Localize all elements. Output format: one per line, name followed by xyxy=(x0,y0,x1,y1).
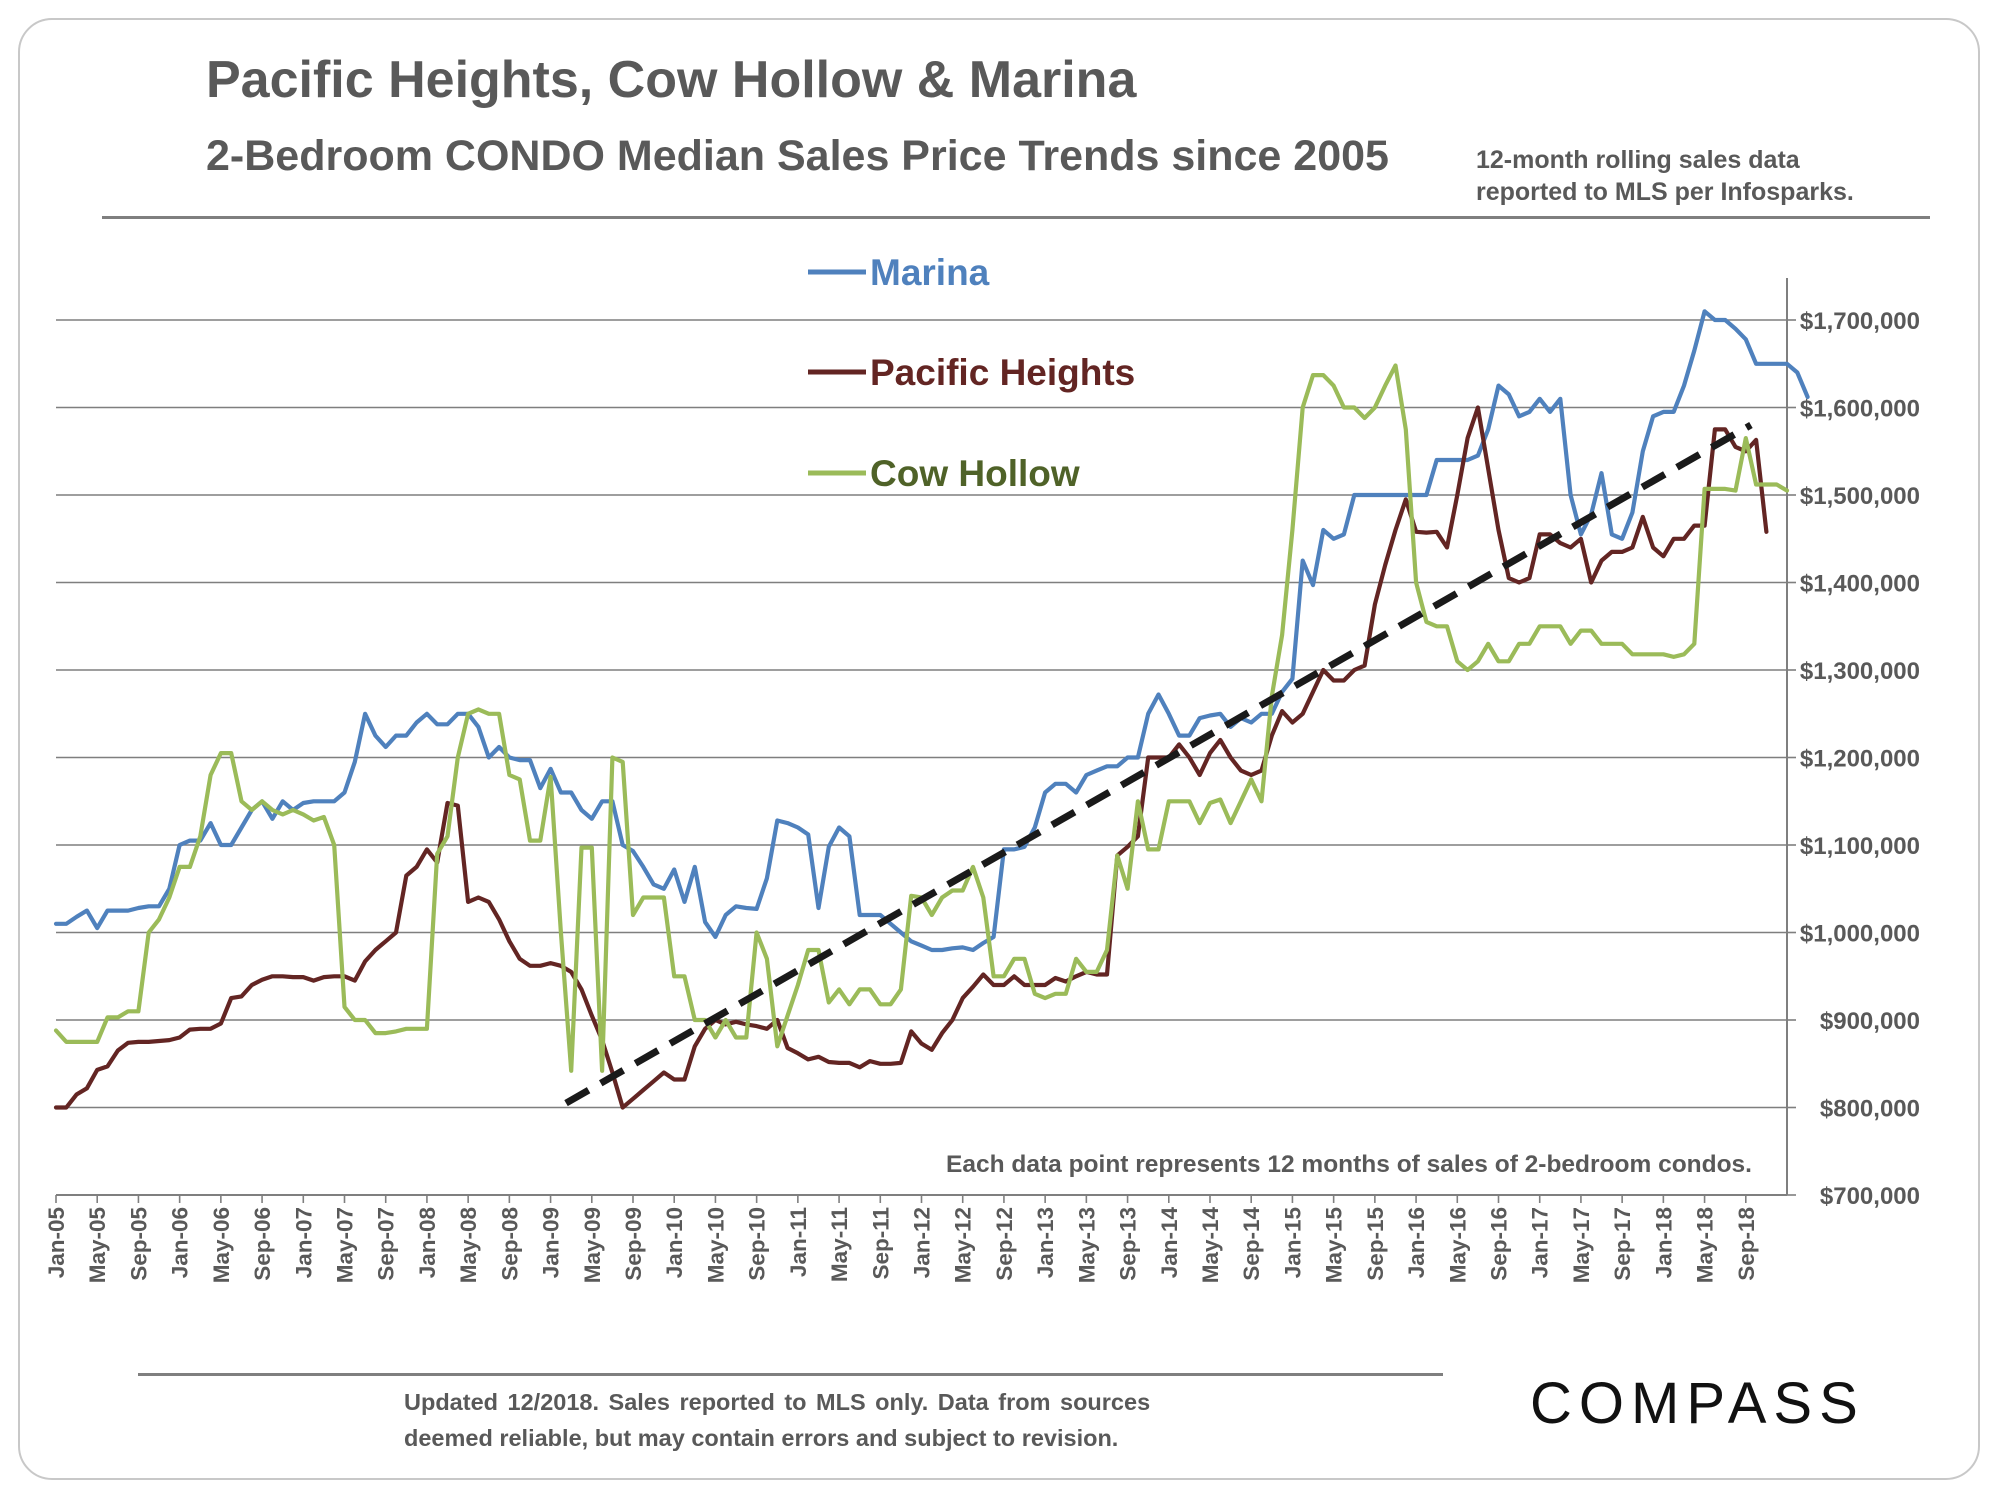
x-tick-label: May-14 xyxy=(1198,1207,1223,1284)
trendline xyxy=(564,421,1753,1107)
x-tick-label: May-05 xyxy=(85,1207,110,1283)
x-tick-label: Jan-13 xyxy=(1033,1207,1058,1278)
x-tick-label: Jan-09 xyxy=(539,1207,564,1278)
data-note-line: reported to MLS per Infosparks. xyxy=(1476,178,1854,206)
x-tick-label: May-06 xyxy=(209,1207,234,1283)
chart-annotation: Each data point represents 12 months of … xyxy=(946,1151,1752,1178)
x-tick-label: Jan-07 xyxy=(291,1207,316,1278)
x-tick-label: Jan-05 xyxy=(44,1207,69,1278)
y-axis-ticks: $1,700,000 $1,600,000 $1,500,000 $1,400,000… xyxy=(1787,308,1920,1210)
x-tick-label: Jan-10 xyxy=(662,1207,687,1278)
y-tick-label: $1,700,000 xyxy=(1800,308,1920,335)
y-tick-label: $1,400,000 xyxy=(1800,571,1920,598)
x-tick-label: Sep-11 xyxy=(868,1207,893,1280)
y-tick-label: $1,500,000 xyxy=(1800,483,1920,510)
gridlines xyxy=(56,319,1787,1109)
chart-subtitle: 2-Bedroom CONDO Median Sales Price Trend… xyxy=(206,132,1389,180)
y-tick-label: $800,000 xyxy=(1820,1096,1920,1123)
x-tick-label: Sep-15 xyxy=(1363,1207,1388,1281)
footer-divider xyxy=(138,1373,1443,1376)
y-tick-label: $1,000,000 xyxy=(1800,921,1920,948)
legend: Marina Pacific Heights Cow Hollow xyxy=(808,252,1135,494)
x-tick-label: Sep-12 xyxy=(992,1207,1017,1281)
x-tick-label: Sep-16 xyxy=(1487,1207,1512,1281)
x-tick-label: May-16 xyxy=(1445,1207,1470,1283)
data-series xyxy=(53,309,1810,1110)
compass-logo: COMPASS xyxy=(1530,1371,1865,1436)
x-axis-ticks: Jan-05 May-05 Sep-05 Jan-06 May-06 Sep-06 Jan-… xyxy=(44,1195,1759,1283)
x-tick-label: Sep-14 xyxy=(1239,1207,1264,1281)
x-tick-label: Sep-09 xyxy=(621,1207,646,1281)
x-tick-label: Jan-11 xyxy=(786,1207,811,1277)
y-tick-label: $1,100,000 xyxy=(1800,833,1920,860)
chart-title: Pacific Heights, Cow Hollow & Marina xyxy=(206,51,1137,109)
marina-series-line xyxy=(53,309,1810,953)
x-tick-label: Jan-18 xyxy=(1651,1207,1676,1278)
chart-frame xyxy=(18,18,1980,1480)
x-tick-label: Jan-16 xyxy=(1404,1207,1429,1278)
x-tick-label: May-09 xyxy=(580,1207,605,1283)
x-tick-label: May-18 xyxy=(1693,1207,1718,1283)
footer-line: Updated 12/2018. Sales reported to MLS o… xyxy=(404,1389,1151,1415)
header-divider xyxy=(102,216,1930,219)
x-tick-label: Sep-08 xyxy=(497,1207,522,1281)
y-tick-label: $1,200,000 xyxy=(1800,746,1920,773)
x-tick-label: May-17 xyxy=(1569,1207,1594,1283)
x-tick-label: Sep-06 xyxy=(250,1207,275,1281)
x-tick-label: Sep-17 xyxy=(1610,1207,1635,1281)
x-tick-label: Sep-13 xyxy=(1116,1207,1141,1281)
x-tick-label: May-11 xyxy=(827,1207,852,1282)
x-tick-label: May-13 xyxy=(1074,1207,1099,1283)
y-tick-label: $900,000 xyxy=(1820,1008,1920,1035)
x-tick-label: Sep-18 xyxy=(1734,1207,1759,1281)
x-tick-label: May-08 xyxy=(456,1207,481,1283)
legend-label: Pacific Heights xyxy=(870,352,1135,393)
x-tick-label: Jan-06 xyxy=(168,1207,193,1278)
x-tick-label: Sep-07 xyxy=(374,1207,399,1281)
x-tick-label: May-15 xyxy=(1322,1207,1347,1283)
axes xyxy=(56,278,1788,1196)
y-tick-label: $1,600,000 xyxy=(1800,396,1920,423)
footer-line: deemed reliable, but may contain errors … xyxy=(404,1425,1119,1451)
x-tick-label: May-07 xyxy=(333,1207,358,1283)
x-tick-label: Jan-08 xyxy=(415,1207,440,1278)
data-note-line: 12-month rolling sales data xyxy=(1476,146,1800,174)
x-tick-label: Jan-15 xyxy=(1280,1207,1305,1278)
footer-disclaimer: Updated 12/2018. Sales reported to MLS o… xyxy=(404,1384,1150,1456)
trendline-group xyxy=(564,421,1753,1107)
x-tick-label: Jan-12 xyxy=(910,1207,935,1278)
legend-label: Cow Hollow xyxy=(870,453,1080,494)
y-tick-label: $700,000 xyxy=(1820,1183,1920,1210)
x-tick-label: Jan-17 xyxy=(1528,1207,1553,1278)
x-tick-label: Sep-10 xyxy=(745,1207,770,1281)
y-tick-label: $1,300,000 xyxy=(1800,658,1920,685)
x-tick-label: May-10 xyxy=(703,1207,728,1283)
x-tick-label: May-12 xyxy=(951,1207,976,1283)
x-tick-label: Sep-05 xyxy=(126,1207,151,1281)
legend-label: Marina xyxy=(870,252,990,293)
x-tick-label: Jan-14 xyxy=(1157,1207,1182,1279)
data-note: 12-month rolling sales data reported to … xyxy=(1476,144,1854,208)
